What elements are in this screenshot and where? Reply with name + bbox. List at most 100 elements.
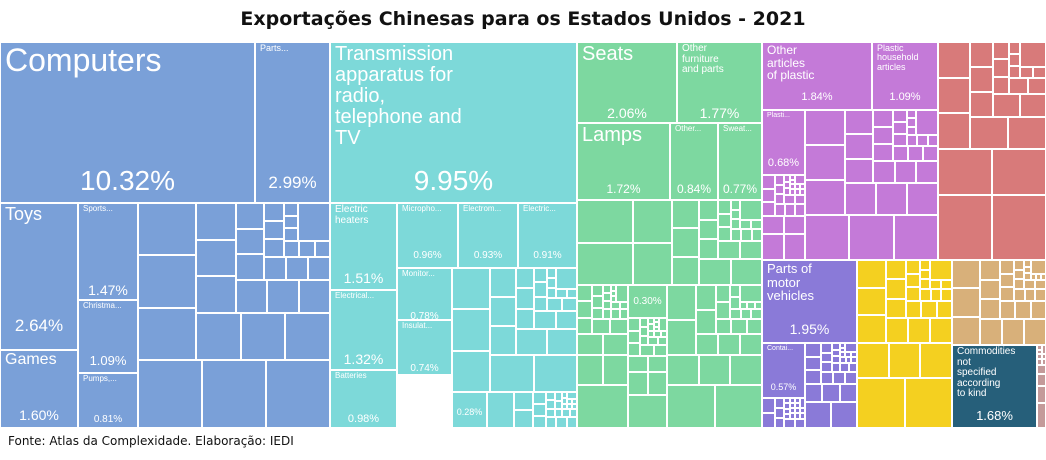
treemap-tile <box>628 343 640 356</box>
treemap-tile <box>547 298 562 311</box>
treemap-tile <box>784 398 790 404</box>
treemap-tile <box>533 416 546 428</box>
treemap-tile <box>886 318 908 343</box>
tile-value: 1.60% <box>19 407 59 423</box>
treemap-tile <box>667 385 715 428</box>
treemap-tile <box>930 318 952 343</box>
treemap-tile <box>653 345 667 356</box>
treemap-tile <box>805 343 821 357</box>
treemap-tile <box>886 279 906 299</box>
tile-label: Parts... <box>260 43 289 53</box>
treemap-tile <box>730 285 740 297</box>
treemap-tile <box>718 334 740 355</box>
treemap-tile <box>628 356 648 372</box>
treemap-tile <box>196 313 241 360</box>
treemap-tile <box>907 126 916 135</box>
treemap-tile <box>775 184 784 195</box>
treemap-tile <box>938 42 970 78</box>
treemap-tile <box>577 200 633 243</box>
treemap-tile <box>592 285 603 297</box>
tile-label: Electric... <box>523 204 556 213</box>
treemap-tile-labeled: Monitor... 0.78% <box>397 268 452 320</box>
treemap-tile <box>794 419 805 428</box>
treemap-tile <box>592 296 603 308</box>
treemap-tile <box>1020 42 1046 67</box>
treemap-tile <box>795 398 800 403</box>
treemap-tile-labeled: Commodities not specified according to k… <box>952 345 1037 428</box>
treemap-tile <box>1014 279 1024 289</box>
treemap-tile <box>640 327 648 336</box>
tile-value: 0.68% <box>767 157 800 169</box>
tile-value: 0.74% <box>410 363 439 374</box>
treemap-tile <box>941 289 952 301</box>
treemap-tile <box>775 408 784 418</box>
treemap-tile <box>832 363 841 372</box>
treemap-tile <box>970 67 993 92</box>
treemap-tile <box>264 257 286 280</box>
treemap-tile <box>1009 66 1020 78</box>
treemap-tile <box>775 194 784 204</box>
tile-label: Monitor... <box>402 269 435 278</box>
treemap-tile <box>873 127 893 144</box>
tile-label: Parts of motor vehicles <box>767 261 814 304</box>
treemap-tile <box>857 260 886 288</box>
treemap-tile <box>659 318 667 331</box>
treemap-tile <box>741 229 752 241</box>
treemap-tile <box>938 149 992 195</box>
treemap-tile <box>795 408 800 413</box>
treemap-tile <box>930 289 942 301</box>
treemap-tile <box>730 297 740 309</box>
treemap-tile <box>718 241 740 259</box>
tile-label: Electrom... <box>463 204 502 213</box>
treemap-tile <box>805 110 845 145</box>
treemap-tile <box>546 417 557 428</box>
treemap-tile <box>138 255 196 308</box>
treemap-tile <box>516 288 534 309</box>
treemap-tile <box>572 399 577 404</box>
treemap-tile-labeled: Pumps,... 0.81% <box>78 373 138 428</box>
treemap-tile <box>784 175 790 182</box>
treemap-tile <box>784 195 795 204</box>
tile-value: 0.93% <box>473 250 503 261</box>
treemap-tile <box>848 363 857 372</box>
treemap-tile <box>790 175 795 180</box>
treemap-tile <box>805 356 821 371</box>
treemap-tile <box>784 403 790 409</box>
treemap-tile <box>730 259 762 285</box>
treemap-tile <box>286 257 308 280</box>
treemap-tile <box>611 309 620 319</box>
treemap-tile <box>794 195 805 204</box>
treemap-tile <box>452 268 490 310</box>
treemap-tile <box>845 134 873 159</box>
tile-value: 2.06% <box>607 105 647 121</box>
treemap-tile <box>667 285 696 320</box>
treemap-tile <box>1037 345 1042 350</box>
tile-label: Sports... <box>83 204 113 213</box>
treemap-tile <box>952 288 980 317</box>
treemap-tile <box>1031 274 1036 280</box>
treemap-tile <box>547 268 556 278</box>
treemap-tile <box>1037 354 1042 359</box>
treemap-tile <box>790 184 795 189</box>
treemap-tile <box>667 320 696 355</box>
treemap-tile <box>654 322 659 327</box>
treemap-tile <box>546 329 577 355</box>
treemap-tile <box>775 204 785 216</box>
treemap-tile <box>667 355 699 385</box>
treemap-tile <box>628 330 640 344</box>
treemap-tile-labeled: Batteries 0.98% <box>330 370 397 428</box>
treemap-tile <box>611 302 620 309</box>
treemap-tile <box>660 331 667 337</box>
treemap-tile <box>1033 67 1046 78</box>
treemap-tile <box>740 302 748 309</box>
treemap-tile <box>762 202 775 216</box>
tile-value: 1.51% <box>343 270 384 286</box>
treemap-tile <box>762 413 775 428</box>
treemap-tile <box>831 402 857 428</box>
treemap-tile <box>1037 403 1046 428</box>
treemap-tile <box>452 309 490 351</box>
treemap-tile <box>577 385 628 428</box>
treemap-tile <box>672 228 699 257</box>
treemap-tile <box>800 189 805 195</box>
